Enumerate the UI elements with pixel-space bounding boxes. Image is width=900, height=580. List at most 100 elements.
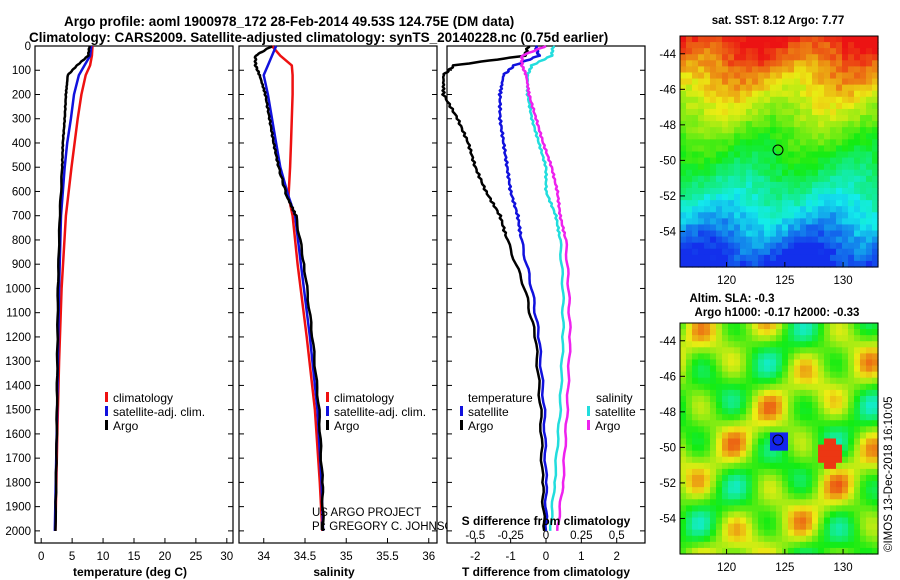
sla-cell xyxy=(710,444,717,452)
sla-cell xyxy=(734,408,741,415)
sla-cell xyxy=(812,335,819,342)
sst-cell xyxy=(794,54,801,61)
sst-cell xyxy=(764,90,771,98)
sla-cell xyxy=(758,517,765,525)
sla-cell xyxy=(728,511,735,519)
sst-cell xyxy=(752,157,759,165)
sla-cell xyxy=(764,535,771,543)
sla-cell xyxy=(854,474,861,482)
sla-cell xyxy=(800,371,807,379)
sst-cell xyxy=(788,60,795,67)
sst-cell xyxy=(800,194,807,201)
sla-cell xyxy=(704,487,711,494)
sst-cell xyxy=(752,224,759,232)
sst-cell xyxy=(848,54,855,61)
sst-cell xyxy=(788,66,795,74)
sst-cell xyxy=(866,194,873,201)
sst-cell xyxy=(800,236,807,244)
sst-cell xyxy=(680,66,687,74)
sst-cell xyxy=(782,121,789,128)
sst-cell xyxy=(824,169,831,177)
depth-tick-label: 100 xyxy=(12,65,31,77)
lat-tick-label: -44 xyxy=(659,336,676,348)
sla-cell xyxy=(776,523,783,531)
sst-cell xyxy=(776,66,783,74)
difference-legend: temperature satellite Argo salinity sate… xyxy=(460,391,636,433)
sla-cell xyxy=(800,353,807,361)
sst-cell xyxy=(728,78,735,86)
sst-cell xyxy=(836,181,843,189)
sst-cell xyxy=(842,163,849,171)
sst-cell xyxy=(722,139,729,147)
sla-cell xyxy=(812,341,819,348)
sla-cell xyxy=(680,353,687,361)
sla-cell xyxy=(788,450,795,458)
sla-cell xyxy=(704,493,711,500)
sla-cell xyxy=(806,389,813,397)
sst-cell xyxy=(836,72,843,80)
sla-cell xyxy=(764,493,771,500)
sst-cell xyxy=(680,218,687,226)
sst-cell xyxy=(818,194,825,201)
lon-tick-label: 130 xyxy=(833,562,852,574)
sla-cell xyxy=(752,323,759,330)
sla-cell xyxy=(800,481,807,488)
sst-cell xyxy=(842,72,849,80)
sst-cell xyxy=(704,133,711,140)
sla-cell xyxy=(722,535,729,543)
sst-cell xyxy=(686,102,693,110)
sla-cell xyxy=(758,481,765,488)
sla-cell xyxy=(722,389,729,397)
sla-cell xyxy=(848,420,855,427)
sla-cell xyxy=(806,535,813,543)
sla-cell xyxy=(854,420,861,427)
sst-cell xyxy=(872,151,879,159)
sst-cell xyxy=(680,157,687,165)
sst-cell xyxy=(782,48,789,55)
legend-label-satellite-adj: satellite-adj. clim. xyxy=(334,405,426,419)
sst-cell xyxy=(836,151,843,159)
sla-cell xyxy=(740,426,747,434)
sla-cell xyxy=(728,493,735,500)
sla-cell xyxy=(692,481,699,488)
sst-cell xyxy=(740,36,747,43)
salinity-line-satellite-adj-clim- xyxy=(262,45,325,531)
sla-cell xyxy=(866,481,873,488)
sst-cell xyxy=(848,90,855,98)
sla-cell xyxy=(722,450,729,458)
sst-cell xyxy=(746,248,753,256)
sla-cell xyxy=(818,481,825,488)
sla-cell xyxy=(716,347,723,354)
sla-cell xyxy=(836,511,843,519)
sst-cell xyxy=(758,66,765,74)
sst-cell xyxy=(680,96,687,104)
sla-cell xyxy=(686,359,693,367)
sst-cell xyxy=(776,78,783,86)
sst-cell xyxy=(746,90,753,98)
sla-cell xyxy=(812,450,819,458)
x-tick-label: 1 xyxy=(578,551,584,563)
sla-cell xyxy=(872,323,879,330)
sst-cell xyxy=(710,115,717,122)
sla-cell xyxy=(698,432,705,440)
sst-cell xyxy=(758,206,765,213)
sst-cell xyxy=(758,187,765,195)
sla-cell xyxy=(734,426,741,434)
sst-cell xyxy=(818,84,825,92)
sst-cell xyxy=(722,48,729,55)
sla-cell xyxy=(866,547,873,555)
sst-cell xyxy=(788,230,795,238)
sst-cell xyxy=(764,181,771,189)
sst-cell xyxy=(758,72,765,80)
sla-cell xyxy=(842,323,849,330)
sst-cell xyxy=(806,260,813,268)
sla-cell xyxy=(728,487,735,494)
sst-cell xyxy=(692,42,699,49)
sst-cell xyxy=(728,230,735,238)
sla-cell xyxy=(854,353,861,361)
sst-cell xyxy=(848,96,855,104)
sla-cell xyxy=(746,487,753,494)
sla-cell xyxy=(848,523,855,531)
sla-cell xyxy=(836,347,843,354)
sst-cell xyxy=(854,108,861,116)
